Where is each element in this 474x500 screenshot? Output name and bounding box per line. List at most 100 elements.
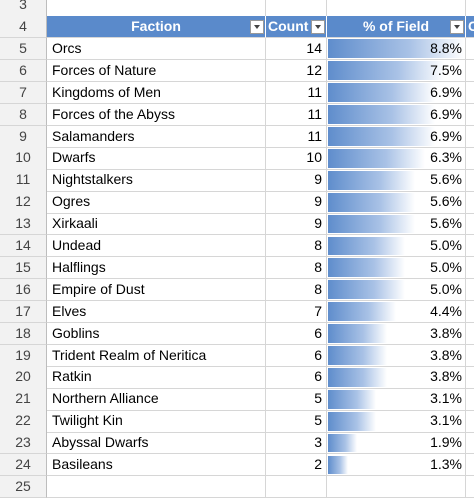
cell xyxy=(47,388,266,411)
cell xyxy=(327,322,466,345)
cell xyxy=(47,213,266,236)
cell xyxy=(327,191,466,214)
faction-name: Halflings xyxy=(52,258,106,275)
percent: 1.3% xyxy=(430,456,462,472)
percent: 3.8% xyxy=(430,346,462,363)
cell xyxy=(266,0,327,17)
row-number: 12 xyxy=(0,191,47,214)
cell xyxy=(266,322,327,345)
data-bar xyxy=(328,280,406,300)
filter-button[interactable] xyxy=(450,20,464,34)
cell xyxy=(466,38,474,61)
cell xyxy=(327,81,466,105)
faction-name: Kingdoms of Men xyxy=(52,83,161,100)
data-bar xyxy=(328,192,415,212)
data-bar xyxy=(328,127,435,146)
cell xyxy=(47,125,266,148)
row-number: 16 xyxy=(0,278,47,302)
count: 14 xyxy=(306,39,322,56)
row-number: 8 xyxy=(0,103,47,126)
cell xyxy=(266,432,327,455)
faction-name: Forces of the Abyss xyxy=(52,105,175,122)
count: 8 xyxy=(314,237,322,253)
column-header: % of Field xyxy=(327,16,466,39)
cell xyxy=(266,300,327,324)
cell xyxy=(466,0,474,17)
cell xyxy=(466,279,474,302)
count: 7 xyxy=(314,302,322,319)
cell xyxy=(47,147,266,170)
row-number: 6 xyxy=(0,59,47,83)
faction-name: Orcs xyxy=(52,39,82,56)
cell xyxy=(466,169,474,192)
cell xyxy=(266,278,327,302)
cell xyxy=(47,300,266,324)
cell xyxy=(47,191,266,214)
faction-name: Trident Realm of Neritica xyxy=(52,346,207,363)
row-number: 5 xyxy=(0,37,47,61)
cell xyxy=(327,344,466,367)
data-bar xyxy=(328,367,387,387)
count: 5 xyxy=(314,412,322,429)
cell xyxy=(266,169,327,192)
cell xyxy=(466,454,474,477)
count: 5 xyxy=(314,390,322,407)
cell xyxy=(327,432,466,455)
row-number: 20 xyxy=(0,366,47,389)
percent: 4.4% xyxy=(430,302,462,319)
cell xyxy=(47,169,266,192)
percent: 3.8% xyxy=(430,368,462,385)
cell xyxy=(327,410,466,433)
row-number: 17 xyxy=(0,300,47,324)
row-number: 14 xyxy=(0,235,47,258)
cell xyxy=(47,37,266,61)
row-number: 15 xyxy=(0,256,47,280)
count: 9 xyxy=(314,193,322,210)
count: 12 xyxy=(306,61,322,78)
percent: 6.9% xyxy=(430,105,462,122)
percent: 6.9% xyxy=(430,83,462,100)
filter-button[interactable] xyxy=(250,20,264,34)
cell xyxy=(266,213,327,236)
row-number: 19 xyxy=(0,344,47,367)
percent: 3.8% xyxy=(430,324,462,341)
faction-name: Goblins xyxy=(52,324,100,341)
cell xyxy=(466,60,474,83)
faction-name: Forces of Nature xyxy=(52,61,157,78)
row-number: 18 xyxy=(0,322,47,345)
cell xyxy=(327,37,466,61)
cell xyxy=(466,147,474,170)
percent: 5.6% xyxy=(430,215,462,232)
cell xyxy=(466,213,474,236)
filter-button[interactable] xyxy=(311,20,325,34)
data-bar xyxy=(328,39,464,59)
row-number: 24 xyxy=(0,454,47,477)
count: 9 xyxy=(314,171,322,188)
cell xyxy=(327,454,466,477)
data-bar xyxy=(328,324,387,343)
cell xyxy=(47,432,266,455)
cell xyxy=(266,191,327,214)
data-bar xyxy=(328,433,358,453)
data-bar xyxy=(328,83,435,103)
cell xyxy=(466,476,474,499)
cell xyxy=(327,103,466,126)
percent: 8.8% xyxy=(430,39,462,56)
row-number: 25 xyxy=(0,475,47,499)
cell xyxy=(466,410,474,433)
row-number: 10 xyxy=(0,147,47,170)
faction-name: Elves xyxy=(52,302,87,319)
cell xyxy=(466,104,474,126)
data-bar xyxy=(328,170,415,190)
count: 8 xyxy=(314,258,322,275)
cell xyxy=(466,82,474,105)
row-number: 22 xyxy=(0,410,47,433)
cell xyxy=(47,81,266,105)
row-number: 9 xyxy=(0,125,47,148)
cell xyxy=(47,256,266,280)
cell xyxy=(266,147,327,170)
cell xyxy=(327,0,466,17)
count: 10 xyxy=(306,149,322,166)
row-number: 23 xyxy=(0,432,47,455)
data-bar xyxy=(328,236,406,256)
